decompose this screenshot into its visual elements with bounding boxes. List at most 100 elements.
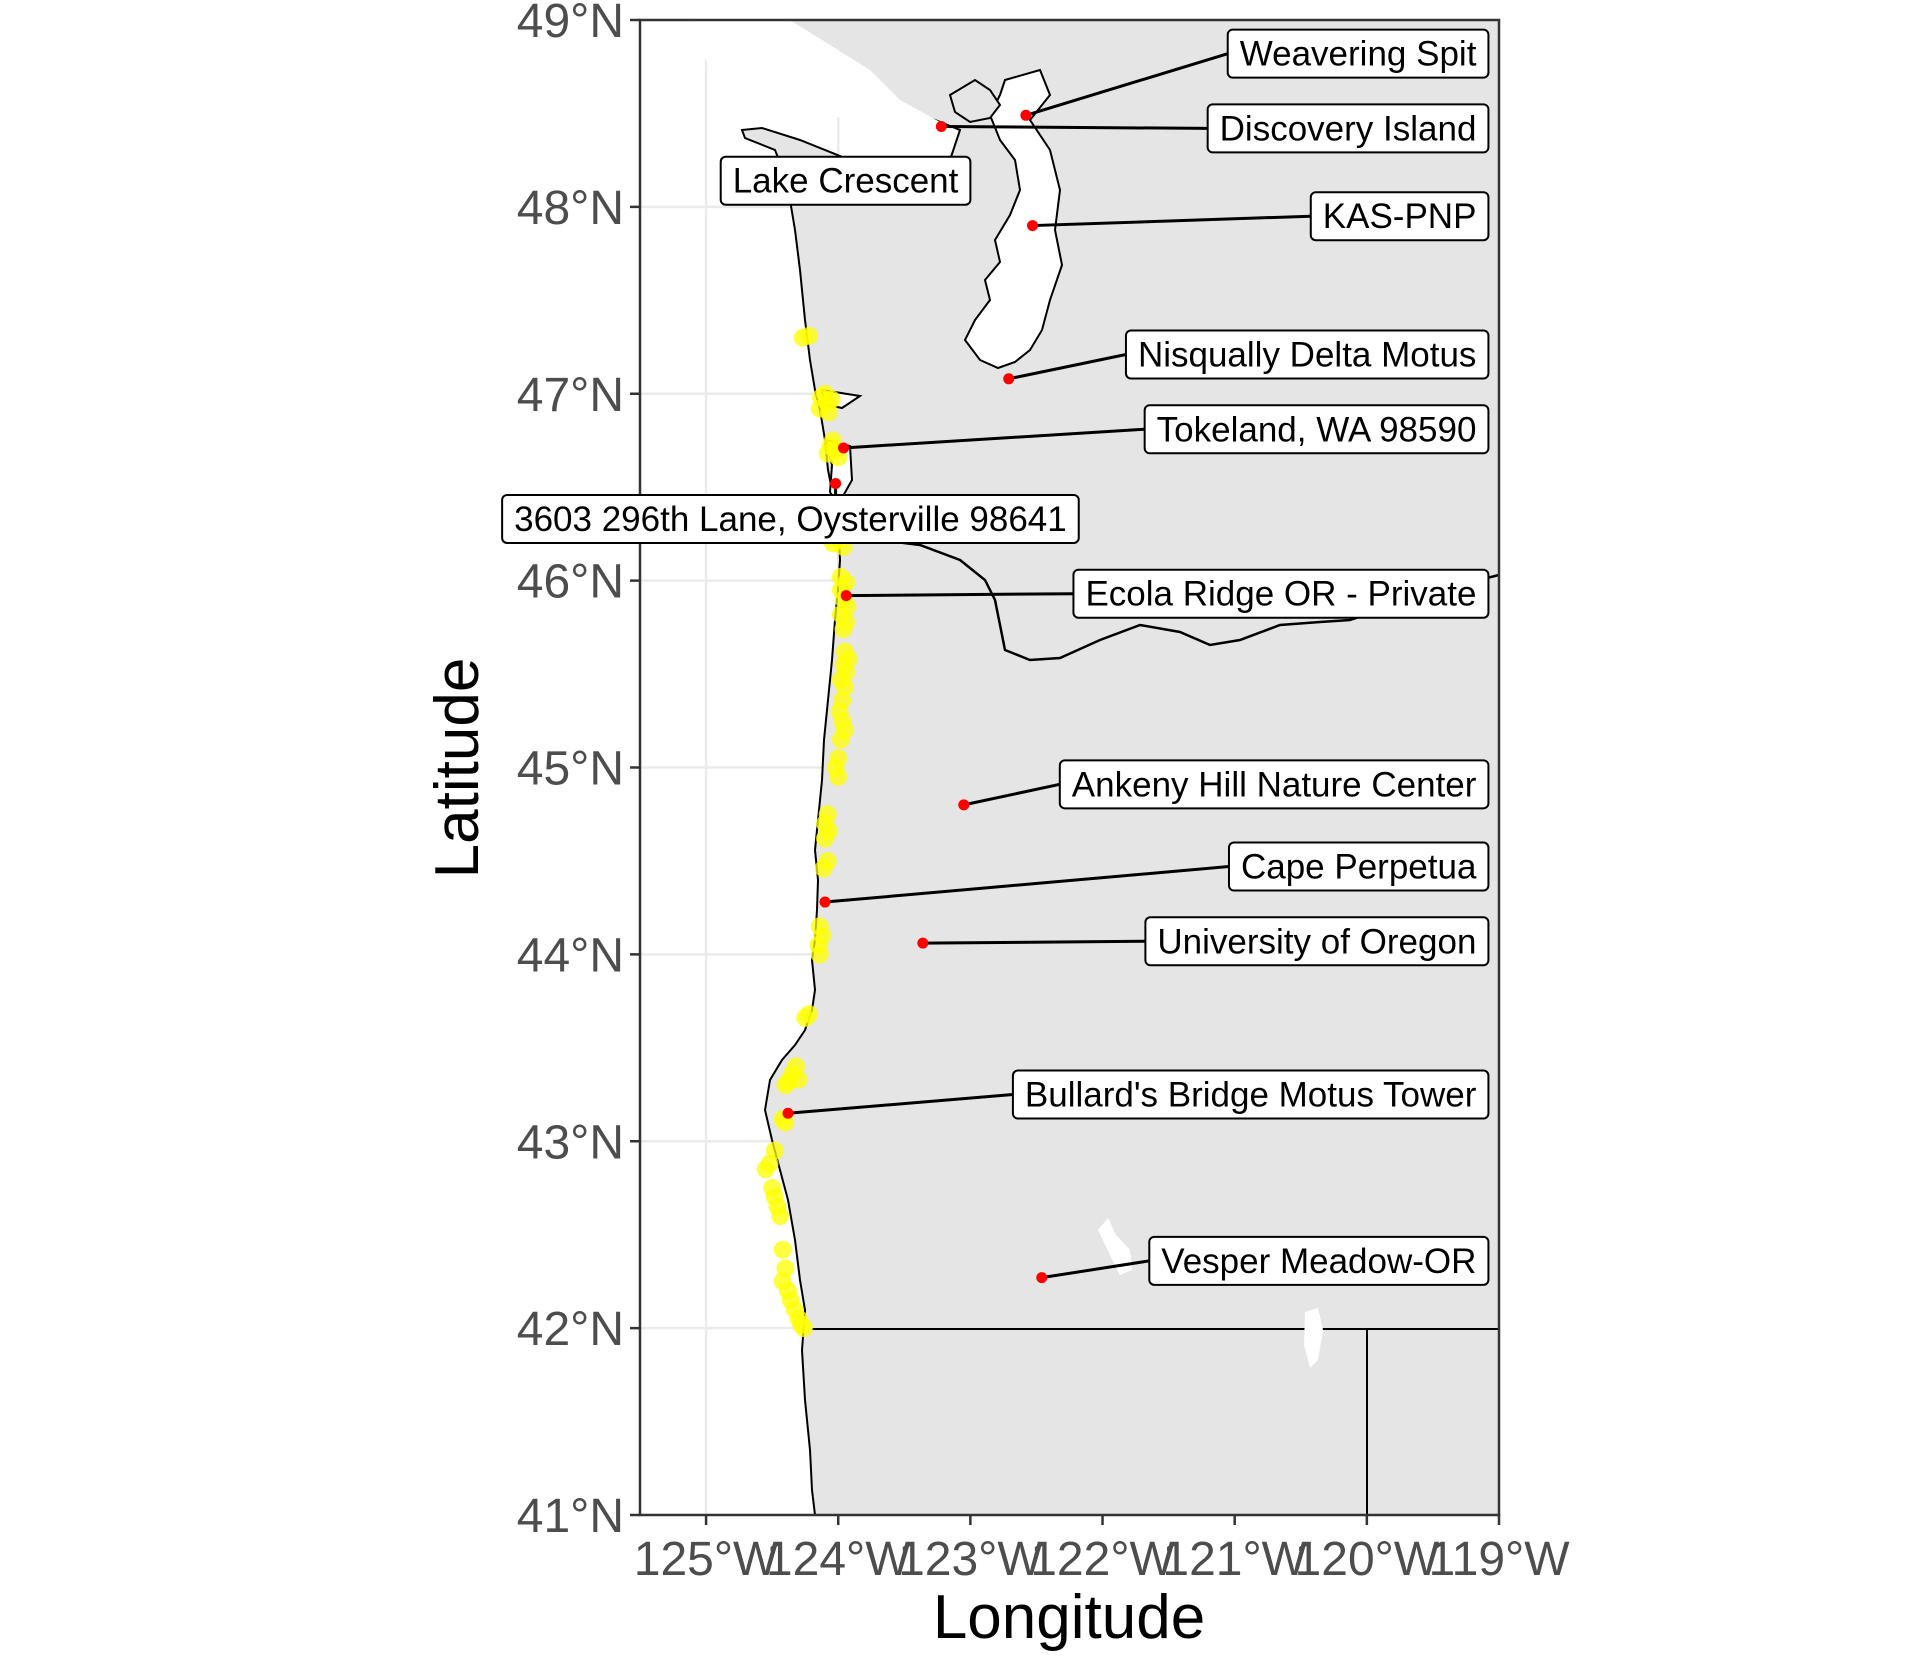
station-label-box [1058, 759, 1490, 810]
x-tick-label: 123°W [898, 1533, 1043, 1586]
x-tick-label: 120°W [1295, 1533, 1440, 1586]
detection-point [819, 403, 838, 422]
station-label-box [1309, 191, 1490, 242]
y-tick-label: 41°N [517, 1490, 624, 1543]
station-point-nisqually-delta-motus [1003, 373, 1015, 385]
station-point-tokeland-wa-98590 [838, 442, 850, 454]
detection-point [829, 767, 848, 786]
leader-line [922, 939, 1146, 945]
leader-line [941, 125, 1208, 130]
station-label-text: Nisqually Delta Motus [1138, 336, 1476, 375]
x-tick-label: 122°W [1030, 1533, 1175, 1586]
detection-point [814, 859, 833, 878]
detection-point [834, 620, 853, 639]
x-tick-label: 124°W [766, 1533, 911, 1586]
y-tick-label: 42°N [517, 1303, 624, 1356]
y-tick-label: 45°N [517, 743, 624, 796]
detection-point [831, 730, 850, 749]
station-label-text: Tokeland, WA 98590 [1157, 410, 1477, 449]
detection-point [800, 326, 819, 345]
station-label-3603-296th-lane-oysterville-98641: 3603 296th Lane, Oysterville 98641 [501, 493, 1080, 544]
leader-line [846, 592, 1074, 598]
leader-line [1008, 353, 1127, 381]
station-label-box [501, 493, 1080, 544]
station-point-weavering-spit [1020, 109, 1032, 121]
station-label-text: Vesper Meadow-OR [1161, 1242, 1476, 1281]
san-juan-islands [948, 78, 1002, 124]
station-label-kas-pnp: KAS-PNP [1309, 191, 1490, 242]
y-tick-label: 43°N [517, 1116, 624, 1169]
y-axis: 49°N 48°N 47°N 46°N 45°N 44°N 43°N 42°N 41°N [517, 0, 640, 1543]
station-label-text: 3603 296th Lane, Oysterville 98641 [514, 500, 1067, 539]
station-label-box [719, 155, 972, 206]
station-point-bullard-s-bridge-motus-tower [782, 1107, 794, 1119]
station-point-kas-pnp [1026, 220, 1038, 232]
x-axis-title: Longitude [933, 1583, 1205, 1652]
x-tick-label: 125°W [634, 1533, 779, 1586]
station-label-text: University of Oregon [1157, 922, 1476, 961]
station-label-university-of-oregon: University of Oregon [1144, 916, 1490, 967]
y-tick-label: 48°N [517, 182, 624, 235]
y-tick-label: 44°N [517, 929, 624, 982]
leader-line [1041, 1259, 1150, 1280]
detection-point [756, 1160, 775, 1179]
label-leader-lines [787, 52, 1311, 1280]
station-point-university-of-oregon [917, 937, 929, 949]
station-label-box [1148, 1235, 1490, 1286]
detection-point [816, 829, 835, 848]
puget-sound-water [963, 68, 1064, 370]
goose-lake-water [1304, 1308, 1323, 1368]
strait-water [690, 20, 940, 125]
station-label-text: Lake Crescent [733, 162, 959, 201]
station-label-vesper-meadow-or: Vesper Meadow-OR [1148, 1235, 1490, 1286]
station-label-tokeland-wa-98590: Tokeland, WA 98590 [1143, 404, 1490, 455]
station-label-bullard-s-bridge-motus-tower: Bullard's Bridge Motus Tower [1011, 1069, 1490, 1120]
detection-point [776, 1076, 795, 1095]
leader-line [843, 427, 1145, 450]
leader-line [787, 1093, 1014, 1115]
station-label-nisqually-delta-motus: Nisqually Delta Motus [1124, 329, 1490, 380]
y-tick-label: 47°N [517, 369, 624, 422]
station-label-text: KAS-PNP [1323, 197, 1477, 236]
x-tick-label: 119°W [1428, 1533, 1570, 1586]
station-point-cape-perpetua [819, 896, 831, 908]
station-label-text: Discovery Island [1220, 109, 1477, 148]
y-axis-title: Latitude [423, 658, 492, 879]
station-label-text: Ecola Ridge OR - Private [1085, 575, 1476, 614]
detection-point [794, 1319, 813, 1338]
station-label-box [1011, 1069, 1490, 1120]
station-point-ecola-ridge-or-private [840, 590, 852, 602]
y-tick-label: 49°N [517, 0, 624, 48]
detection-point [773, 1240, 792, 1259]
station-point-vesper-meadow-or [1036, 1272, 1048, 1284]
station-label-text: Weavering Spit [1240, 35, 1477, 74]
station-point-ankeny-hill-nature-center [958, 799, 970, 811]
station-label-ankeny-hill-nature-center: Ankeny Hill Nature Center [1058, 759, 1490, 810]
station-label-text: Ankeny Hill Nature Center [1072, 765, 1477, 804]
x-tick-label: 121°W [1162, 1533, 1307, 1586]
station-label-box [1226, 28, 1490, 79]
station-label-ecola-ridge-or-private: Ecola Ridge OR - Private [1072, 568, 1490, 619]
station-label-text: Cape Perpetua [1241, 848, 1477, 887]
station-label-box [1143, 404, 1490, 455]
y-tick-label: 46°N [517, 556, 624, 609]
leader-line [1032, 214, 1311, 228]
station-point-discovery-island [935, 121, 947, 133]
station-label-text: Bullard's Bridge Motus Tower [1025, 1076, 1477, 1115]
detection-point [810, 945, 829, 964]
detection-point [771, 1207, 790, 1225]
leader-line [824, 865, 1230, 904]
leader-line [963, 782, 1061, 807]
klamath-lake-water [1098, 1218, 1132, 1275]
leader-line [1025, 52, 1229, 117]
detection-points [756, 326, 858, 1338]
station-labels: Weavering Spit Discovery Island Lake Cresc… [501, 28, 1490, 1286]
detection-point [796, 1008, 815, 1027]
station-label-box [1227, 841, 1490, 892]
station-label-discovery-island: Discovery Island [1206, 103, 1490, 154]
station-label-cape-perpetua: Cape Perpetua [1227, 841, 1490, 892]
station-point-3603-296th-lane-oysterville-98641 [830, 477, 842, 489]
station-label-box [1206, 103, 1490, 154]
